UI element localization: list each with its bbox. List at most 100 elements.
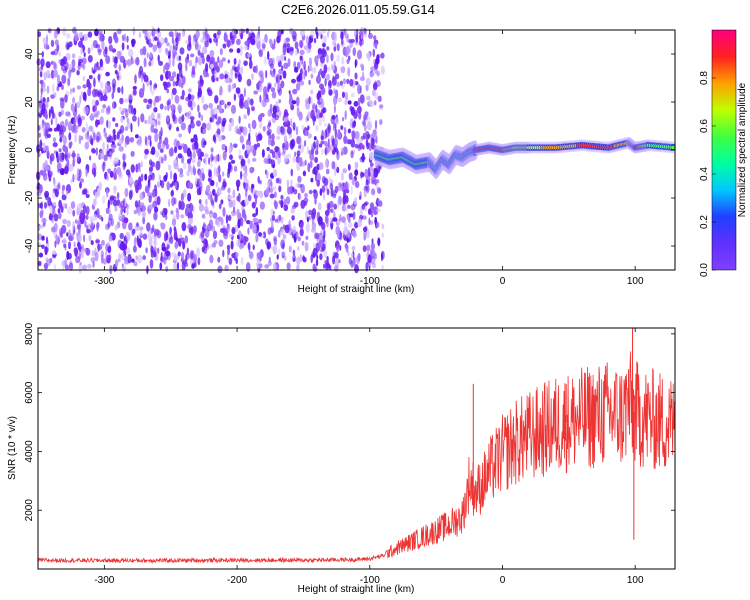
spectrogram-noise-blob xyxy=(60,98,65,109)
spectrogram-noise-blob xyxy=(368,217,371,226)
spectrogram-noise-blob xyxy=(177,167,180,172)
spectrogram-noise-blob xyxy=(71,220,75,231)
spectrogram-noise-blob xyxy=(36,191,42,197)
spectrogram-noise-blob xyxy=(52,250,57,255)
spectrogram-noise-blob xyxy=(122,160,126,171)
spectrogram-noise-blob xyxy=(223,33,228,43)
spectrogram-noise-blob xyxy=(345,138,349,145)
spectrogram-noise-blob xyxy=(172,87,177,96)
spectrogram-noise-blob xyxy=(82,34,88,42)
spectrogram-noise-blob xyxy=(333,252,339,259)
spectrogram-noise-blob xyxy=(70,103,75,112)
spectrogram-noise-blob xyxy=(368,33,373,39)
spectrogram-noise-blob xyxy=(323,229,326,239)
spectrogram-noise-blob xyxy=(318,239,324,248)
spectrogram-noise-blob xyxy=(101,40,105,50)
spectrogram-noise-blob xyxy=(153,30,156,35)
spectrogram-noise-blob xyxy=(63,243,67,248)
spectrogram-noise-blob xyxy=(150,245,154,254)
spectrogram-noise-blob xyxy=(292,257,296,262)
spectrogram-noise-blob xyxy=(217,29,222,36)
spectrogram-noise-blob xyxy=(61,184,66,191)
spectrogram-noise-blob xyxy=(151,234,155,240)
spectrogram-noise-blob xyxy=(272,245,277,255)
spectrogram-noise-blob xyxy=(134,74,137,84)
spectrogram-noise-blob xyxy=(123,207,126,214)
spectrogram-noise-blob xyxy=(285,115,289,124)
spectrogram-noise-blob xyxy=(281,251,286,256)
spectrogram-noise-blob xyxy=(137,116,140,127)
spectrogram-noise-blob xyxy=(364,111,369,117)
spectrogram-noise-blob xyxy=(342,195,347,205)
spectrogram-noise-blob xyxy=(214,193,218,203)
spectrogram-noise-blob xyxy=(304,130,307,137)
spectrogram-noise-blob xyxy=(205,198,208,206)
spectrogram-noise-blob xyxy=(374,252,377,260)
spectrogram-noise-blob xyxy=(174,94,180,104)
spectrogram-noise-blob xyxy=(356,255,360,265)
spectrogram-noise-blob xyxy=(258,219,262,224)
spectrogram-noise-blob xyxy=(341,38,344,46)
spectrogram-noise-blob xyxy=(85,193,90,198)
spectrogram-noise-blob xyxy=(144,119,148,125)
spectrogram-noise-blob xyxy=(113,186,118,192)
spectrogram-noise-blob xyxy=(215,38,218,47)
spectrogram-noise-blob xyxy=(95,135,100,143)
colorbar-tick-label: 0.8 xyxy=(699,71,710,85)
spectrogram-noise-blob xyxy=(64,94,68,103)
spectrogram-noise-blob xyxy=(244,198,249,206)
spectrogram-noise-blob xyxy=(345,244,349,253)
spectrogram-noise-blob xyxy=(156,196,161,206)
spectrogram-noise-blob xyxy=(43,71,47,81)
spectrogram-noise-blob xyxy=(338,195,342,206)
spectrogram-noise-blob xyxy=(201,95,205,104)
spectrogram-noise-blob xyxy=(231,199,236,208)
spectrogram-noise-blob xyxy=(64,146,69,155)
spectrogram-noise-blob xyxy=(95,99,99,106)
spectrogram-noise-blob xyxy=(58,199,62,209)
spectrogram-noise-blob xyxy=(359,38,364,46)
spectrogram-noise-blob xyxy=(316,179,321,187)
spectrogram-noise-blob xyxy=(221,143,226,151)
spectrogram-noise-blob xyxy=(84,92,87,102)
colorbar-label: Normalized spectral amplitude xyxy=(737,82,748,217)
spectrogram-noise-blob xyxy=(205,239,208,249)
spectrogram-noise-blob xyxy=(151,89,155,96)
spectrogram-noise-blob xyxy=(98,181,103,191)
spectrogram-noise-blob xyxy=(181,143,185,149)
spectrogram-noise-blob xyxy=(92,69,96,74)
spectrogram-noise-blob xyxy=(107,241,111,247)
spectrogram-noise-blob xyxy=(199,75,203,84)
spectrogram-noise-blob xyxy=(202,103,208,111)
spectrogram-noise-blob xyxy=(85,214,89,221)
spectrogram-noise-blob xyxy=(91,250,95,257)
spectrogram-noise-blob xyxy=(164,37,168,44)
spectrogram-noise-blob xyxy=(155,160,161,171)
spectrogram-noise-blob xyxy=(244,164,248,175)
spectrogram-noise-blob xyxy=(238,125,242,136)
spectrogram-noise-blob xyxy=(320,135,325,141)
spectrogram-noise-blob xyxy=(341,91,346,99)
spectrogram-noise-blob xyxy=(45,101,49,109)
spectrogram-noise-blob xyxy=(114,224,118,231)
spectrogram-noise-blob xyxy=(286,179,290,185)
spectrogram-noise-blob xyxy=(49,27,52,35)
spectrogram-noise-blob xyxy=(159,148,164,153)
spectrogram-noise-blob xyxy=(268,38,273,45)
spectrogram-noise-blob xyxy=(50,60,54,65)
spectrogram-noise-blob xyxy=(55,151,59,159)
spectrogram-noise-blob xyxy=(65,111,71,117)
spectrogram-noise-blob xyxy=(371,238,374,244)
spectrogram-noise-blob xyxy=(170,104,176,112)
spectrogram-noise-blob xyxy=(354,72,358,80)
y-tick-label: 8000 xyxy=(24,322,35,345)
spectrogram-noise-blob xyxy=(61,224,67,234)
spectrogram-noise-blob xyxy=(378,200,383,207)
spectrogram-noise-blob xyxy=(218,89,222,96)
spectrogram-noise-blob xyxy=(156,41,162,49)
spectrogram-noise-blob xyxy=(74,219,78,224)
spectrogram-noise-blob xyxy=(77,203,82,213)
spectrogram-noise-blob xyxy=(124,33,126,42)
spectrogram-noise-blob xyxy=(379,119,383,125)
spectrogram-noise-blob xyxy=(65,52,71,61)
